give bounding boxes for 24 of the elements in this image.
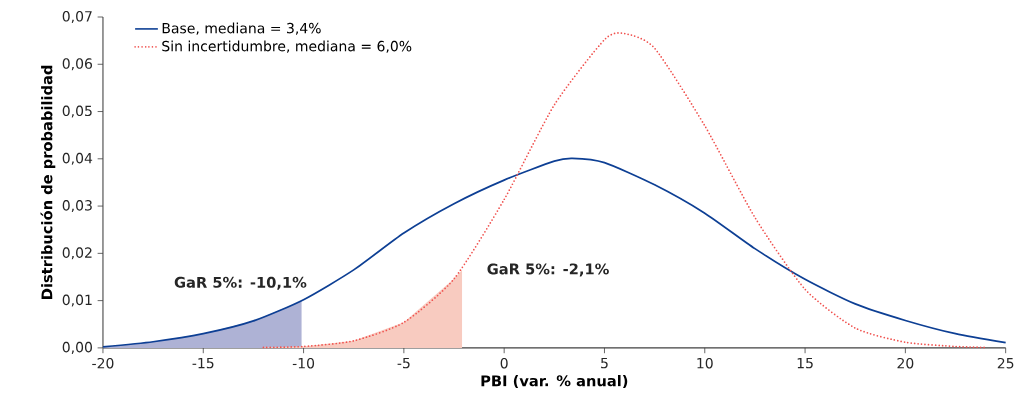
- legend-label: Base, mediana = 3,4%: [162, 22, 321, 35]
- x-tick-label: 15: [797, 357, 813, 369]
- x-tick-label: -15: [192, 357, 214, 369]
- y-axis-title: Distribución de probabilidad: [40, 65, 56, 299]
- annotation: GaR 5%: -2,1%: [487, 263, 609, 277]
- x-tick-label: 25: [997, 357, 1014, 369]
- y-tick-label: 0,02: [62, 247, 92, 260]
- y-tick-label: 0,05: [62, 105, 92, 118]
- y-tick-label: 0,07: [62, 11, 92, 24]
- x-axis-title: PBI (var. % anual): [481, 375, 628, 389]
- x-tick-label: 0: [500, 357, 508, 369]
- x-tick-label: 10: [697, 357, 713, 369]
- x-tick-label: 5: [601, 357, 608, 369]
- annotation: GaR 5%: -10,1%: [174, 276, 307, 290]
- y-tick-label: 0,06: [62, 58, 93, 71]
- x-tick-label: -10: [292, 357, 315, 369]
- x-tick-label: 20: [897, 357, 914, 369]
- y-tick-label: 0,04: [62, 152, 93, 165]
- x-tick-label: -5: [397, 357, 410, 369]
- x-tick-label: -20: [92, 357, 114, 369]
- y-tick-label: 0,01: [62, 294, 92, 307]
- y-tick-label: 0,00: [62, 341, 92, 354]
- legend-label: Sin incertidumbre, mediana = 6,0%: [162, 40, 412, 53]
- y-tick-label: 0,03: [62, 200, 92, 213]
